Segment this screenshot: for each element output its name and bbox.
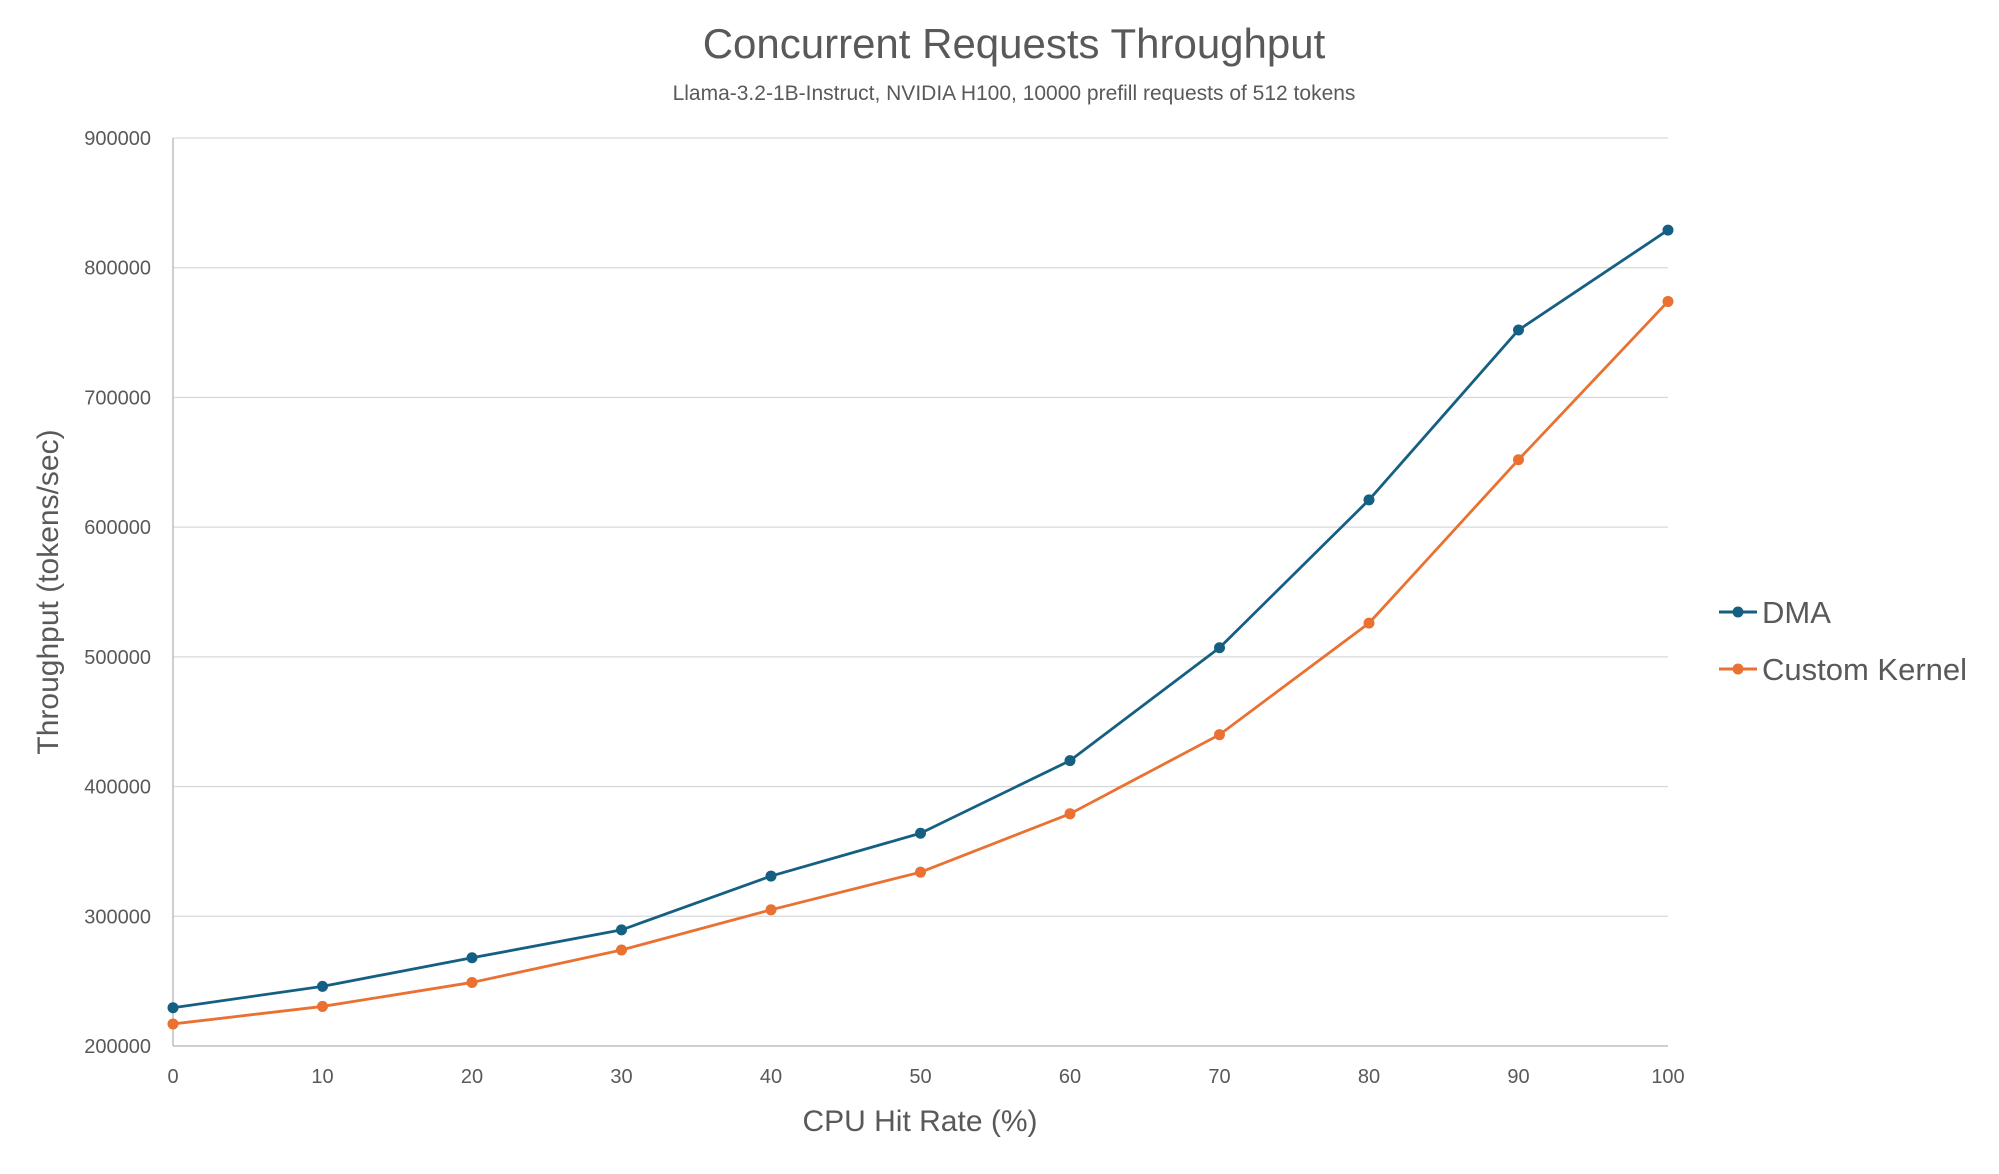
x-tick-label: 40	[760, 1066, 782, 1088]
data-point	[167, 1018, 179, 1030]
data-point	[1513, 324, 1524, 336]
y-tick-label: 700000	[84, 387, 151, 409]
x-tick-label: 10	[311, 1066, 333, 1088]
series-dma	[167, 224, 1674, 1014]
data-point	[466, 952, 478, 964]
data-point	[1662, 224, 1674, 236]
x-tick-label: 20	[461, 1066, 483, 1088]
data-point	[616, 944, 627, 956]
series-group	[167, 224, 1674, 1030]
legend: DMA Custom Kernel	[1719, 595, 1967, 687]
series-line	[172, 228, 1669, 1010]
legend-label: Custom Kernel	[1762, 652, 1967, 687]
data-point	[1363, 494, 1375, 506]
legend-item: DMA	[1719, 595, 1831, 630]
data-point	[1363, 617, 1375, 629]
x-tick-label: 70	[1208, 1066, 1230, 1088]
data-point	[317, 1000, 328, 1012]
data-point	[1064, 755, 1076, 767]
data-point	[1513, 454, 1524, 466]
series-line	[172, 300, 1670, 1026]
x-tick-label: 50	[909, 1066, 931, 1088]
x-tick-label: 30	[610, 1066, 632, 1088]
data-point	[765, 870, 777, 882]
chart-subtitle: Llama-3.2-1B-Instruct, NVIDIA H100, 1000…	[673, 82, 1356, 105]
y-tick-label: 300000	[84, 906, 151, 928]
legend-swatch-marker	[1732, 606, 1744, 618]
y-tick-label: 200000	[84, 1036, 151, 1058]
y-tick-label: 800000	[84, 258, 151, 280]
data-point	[915, 866, 926, 878]
x-tick-label: 80	[1358, 1066, 1380, 1088]
data-point	[317, 980, 328, 992]
y-tick-label: 900000	[84, 128, 151, 150]
data-point	[1214, 642, 1225, 654]
data-point	[1064, 808, 1076, 820]
data-point	[167, 1002, 179, 1014]
x-tick-label: 60	[1059, 1066, 1081, 1088]
x-tick-label: 100	[1651, 1066, 1684, 1088]
data-point	[616, 924, 627, 936]
chart-title: Concurrent Requests Throughput	[703, 20, 1326, 67]
data-point	[1214, 729, 1225, 741]
x-tick-label: 90	[1507, 1066, 1529, 1088]
y-tick-label: 400000	[84, 777, 151, 799]
x-axis-ticks: 0 10 20 30 40 50 60 70 80 90 100	[167, 1066, 1684, 1088]
y-tick-label: 500000	[84, 647, 151, 669]
legend-swatch-marker	[1732, 663, 1744, 675]
legend-label: DMA	[1762, 595, 1831, 630]
y-axis-ticks: 200000 300000 400000 500000 600000 700000 8000…	[84, 128, 151, 1058]
series-custom-kernel	[167, 295, 1674, 1030]
data-point	[1662, 295, 1674, 307]
data-point	[466, 976, 478, 988]
legend-item: Custom Kernel	[1719, 652, 1967, 687]
x-axis-label: CPU Hit Rate (%)	[802, 1105, 1037, 1138]
y-axis-label: Throughput (tokens/sec)	[32, 429, 65, 754]
x-tick-label: 0	[167, 1066, 178, 1088]
gridlines	[173, 137, 1668, 917]
y-tick-label: 600000	[84, 517, 151, 539]
data-point	[765, 904, 777, 916]
data-point	[915, 827, 926, 839]
